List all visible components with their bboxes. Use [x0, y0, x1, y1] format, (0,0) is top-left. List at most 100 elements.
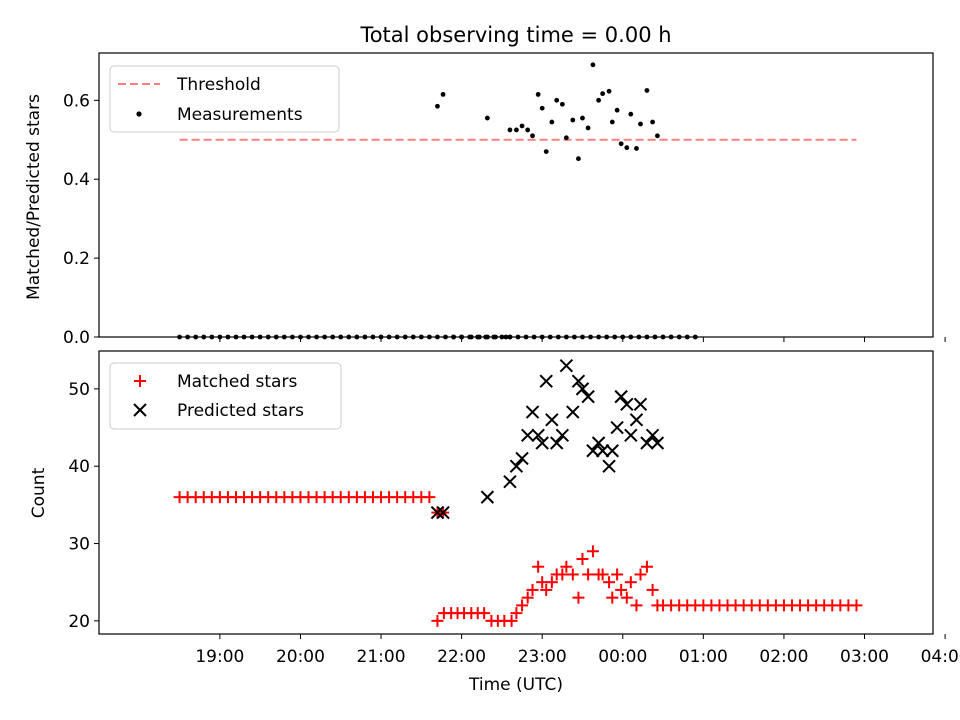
- measurement-point-zero: [476, 334, 482, 340]
- predicted-star-point: [645, 428, 660, 442]
- measurement-point-zero: [338, 334, 344, 340]
- measurement-point-zero: [426, 334, 432, 340]
- measurement-point-zero: [298, 334, 303, 340]
- measurement-point-zero: [531, 334, 537, 340]
- predicted-star-point: [545, 413, 559, 427]
- matched-star-point: [603, 576, 616, 589]
- measurement-point-zero: [225, 334, 231, 340]
- measurement-point-zero: [257, 334, 263, 340]
- matched-star-point: [620, 591, 633, 604]
- predicted-star-point: [480, 490, 495, 504]
- measurement-point-zero: [418, 334, 424, 340]
- predicted-star-point: [605, 444, 619, 458]
- measurement-point-zero: [362, 334, 368, 340]
- measurement-point-zero: [572, 334, 577, 340]
- measurement-point: [600, 91, 606, 97]
- measurement-points: [435, 62, 660, 162]
- predicted-star-point: [559, 358, 574, 373]
- measurement-point: [563, 135, 569, 141]
- measurement-point: [634, 146, 639, 151]
- x-tick-label: 23:00: [518, 647, 567, 667]
- x-tick-label: 22:00: [437, 647, 486, 667]
- predicted-star-point: [591, 436, 606, 450]
- predicted-star-point: [620, 397, 634, 412]
- top-legend-box: [109, 65, 340, 133]
- measurement-point-zero: [394, 334, 400, 340]
- predicted-star-point: [509, 459, 524, 473]
- measurement-point-zero: [596, 334, 601, 340]
- measurement-point-zero: [652, 334, 658, 340]
- measurement-point: [519, 123, 525, 129]
- bottom-x-ticks: 19:00 20:00 21:00 22:00 23:00 00:00 01:00 02:00…: [195, 634, 960, 667]
- predicted-star-point: [535, 436, 549, 450]
- measurement-point: [618, 141, 624, 147]
- matched-star-point: [431, 614, 444, 627]
- measurement-point-zero: [555, 334, 561, 340]
- measurement-point-zero: [346, 334, 352, 340]
- top-panel: 0.0 0.2 0.4 0.6 Matched/Predicted stars Thr…: [24, 52, 946, 348]
- measurement-point-zero: [177, 334, 182, 340]
- predicted-star-point: [520, 428, 535, 442]
- measurement-point-zero: [620, 334, 626, 340]
- matched-star-point: [640, 560, 653, 573]
- matched-star-point: [582, 568, 595, 581]
- measurement-point-zero: [289, 334, 295, 340]
- matched-star-point: [630, 599, 643, 612]
- measurement-point-zero: [588, 334, 593, 340]
- predicted-star-point: [571, 374, 586, 388]
- predicted-star-point: [624, 428, 638, 442]
- bottom-panel: 20 30 40 50 19:00 20:00 21:00 22:00 23:00 00:00 0…: [29, 350, 960, 695]
- predicted-star-point: [633, 397, 648, 412]
- measurement-point-zero: [233, 334, 239, 340]
- measurement-point: [549, 119, 555, 125]
- measurement-point-zero: [468, 334, 474, 340]
- measurement-point-zero: [201, 334, 207, 340]
- measurement-point-zero: [676, 334, 682, 340]
- measurement-point: [585, 125, 591, 131]
- measurement-point: [590, 62, 596, 68]
- measurement-point-zero: [636, 334, 642, 340]
- x-tick-label: 03:00: [840, 647, 889, 667]
- measurement-point: [650, 119, 655, 125]
- measurement-point: [514, 127, 519, 133]
- measurement-point-zero: [443, 334, 448, 340]
- measurement-point: [614, 107, 620, 113]
- bottom-legend-box: [109, 362, 342, 430]
- legend-matched-marker: [134, 375, 146, 387]
- matched-stars-points: [173, 491, 863, 627]
- top-legend: Threshold Measurements: [109, 65, 340, 133]
- matched-star-point: [615, 583, 628, 596]
- measurement-point-zero: [410, 334, 416, 340]
- measurement-point-zero: [644, 334, 650, 340]
- matched-star-point: [596, 568, 609, 581]
- measurement-point: [644, 88, 650, 93]
- matched-star-point: [505, 614, 518, 627]
- x-tick-label: 21:00: [357, 647, 406, 667]
- matched-star-point: [586, 545, 599, 558]
- matched-star-point: [611, 568, 624, 581]
- matched-star-point: [624, 576, 637, 589]
- top-y-tick-label: 0.2: [63, 249, 90, 269]
- bottom-panel-frame: [98, 350, 934, 635]
- measurement-point: [624, 145, 630, 151]
- measurement-point: [543, 149, 549, 155]
- measurement-point-zero: [684, 334, 690, 340]
- predicted-star-point: [430, 505, 445, 520]
- top-y-tick-label: 0.6: [63, 91, 90, 111]
- measurement-point-zero: [484, 334, 490, 340]
- measurement-point-zero: [580, 334, 585, 340]
- top-y-ticks: 0.0 0.2 0.4 0.6: [63, 91, 99, 348]
- measurement-point: [530, 133, 535, 139]
- measurement-point-zero: [660, 334, 666, 340]
- measurement-point: [435, 103, 440, 109]
- x-axis-label: Time (UTC): [468, 675, 563, 695]
- measurement-point: [606, 88, 612, 94]
- predicted-star-point: [503, 474, 517, 489]
- chart-title: Total observing time = 0.00 h: [359, 23, 671, 47]
- matched-star-point: [545, 576, 558, 589]
- zero-measurement-points: [177, 334, 698, 340]
- measurement-point: [580, 115, 585, 121]
- predicted-star-point: [531, 428, 545, 442]
- predicted-star-point: [515, 451, 529, 466]
- matched-star-point: [521, 591, 534, 604]
